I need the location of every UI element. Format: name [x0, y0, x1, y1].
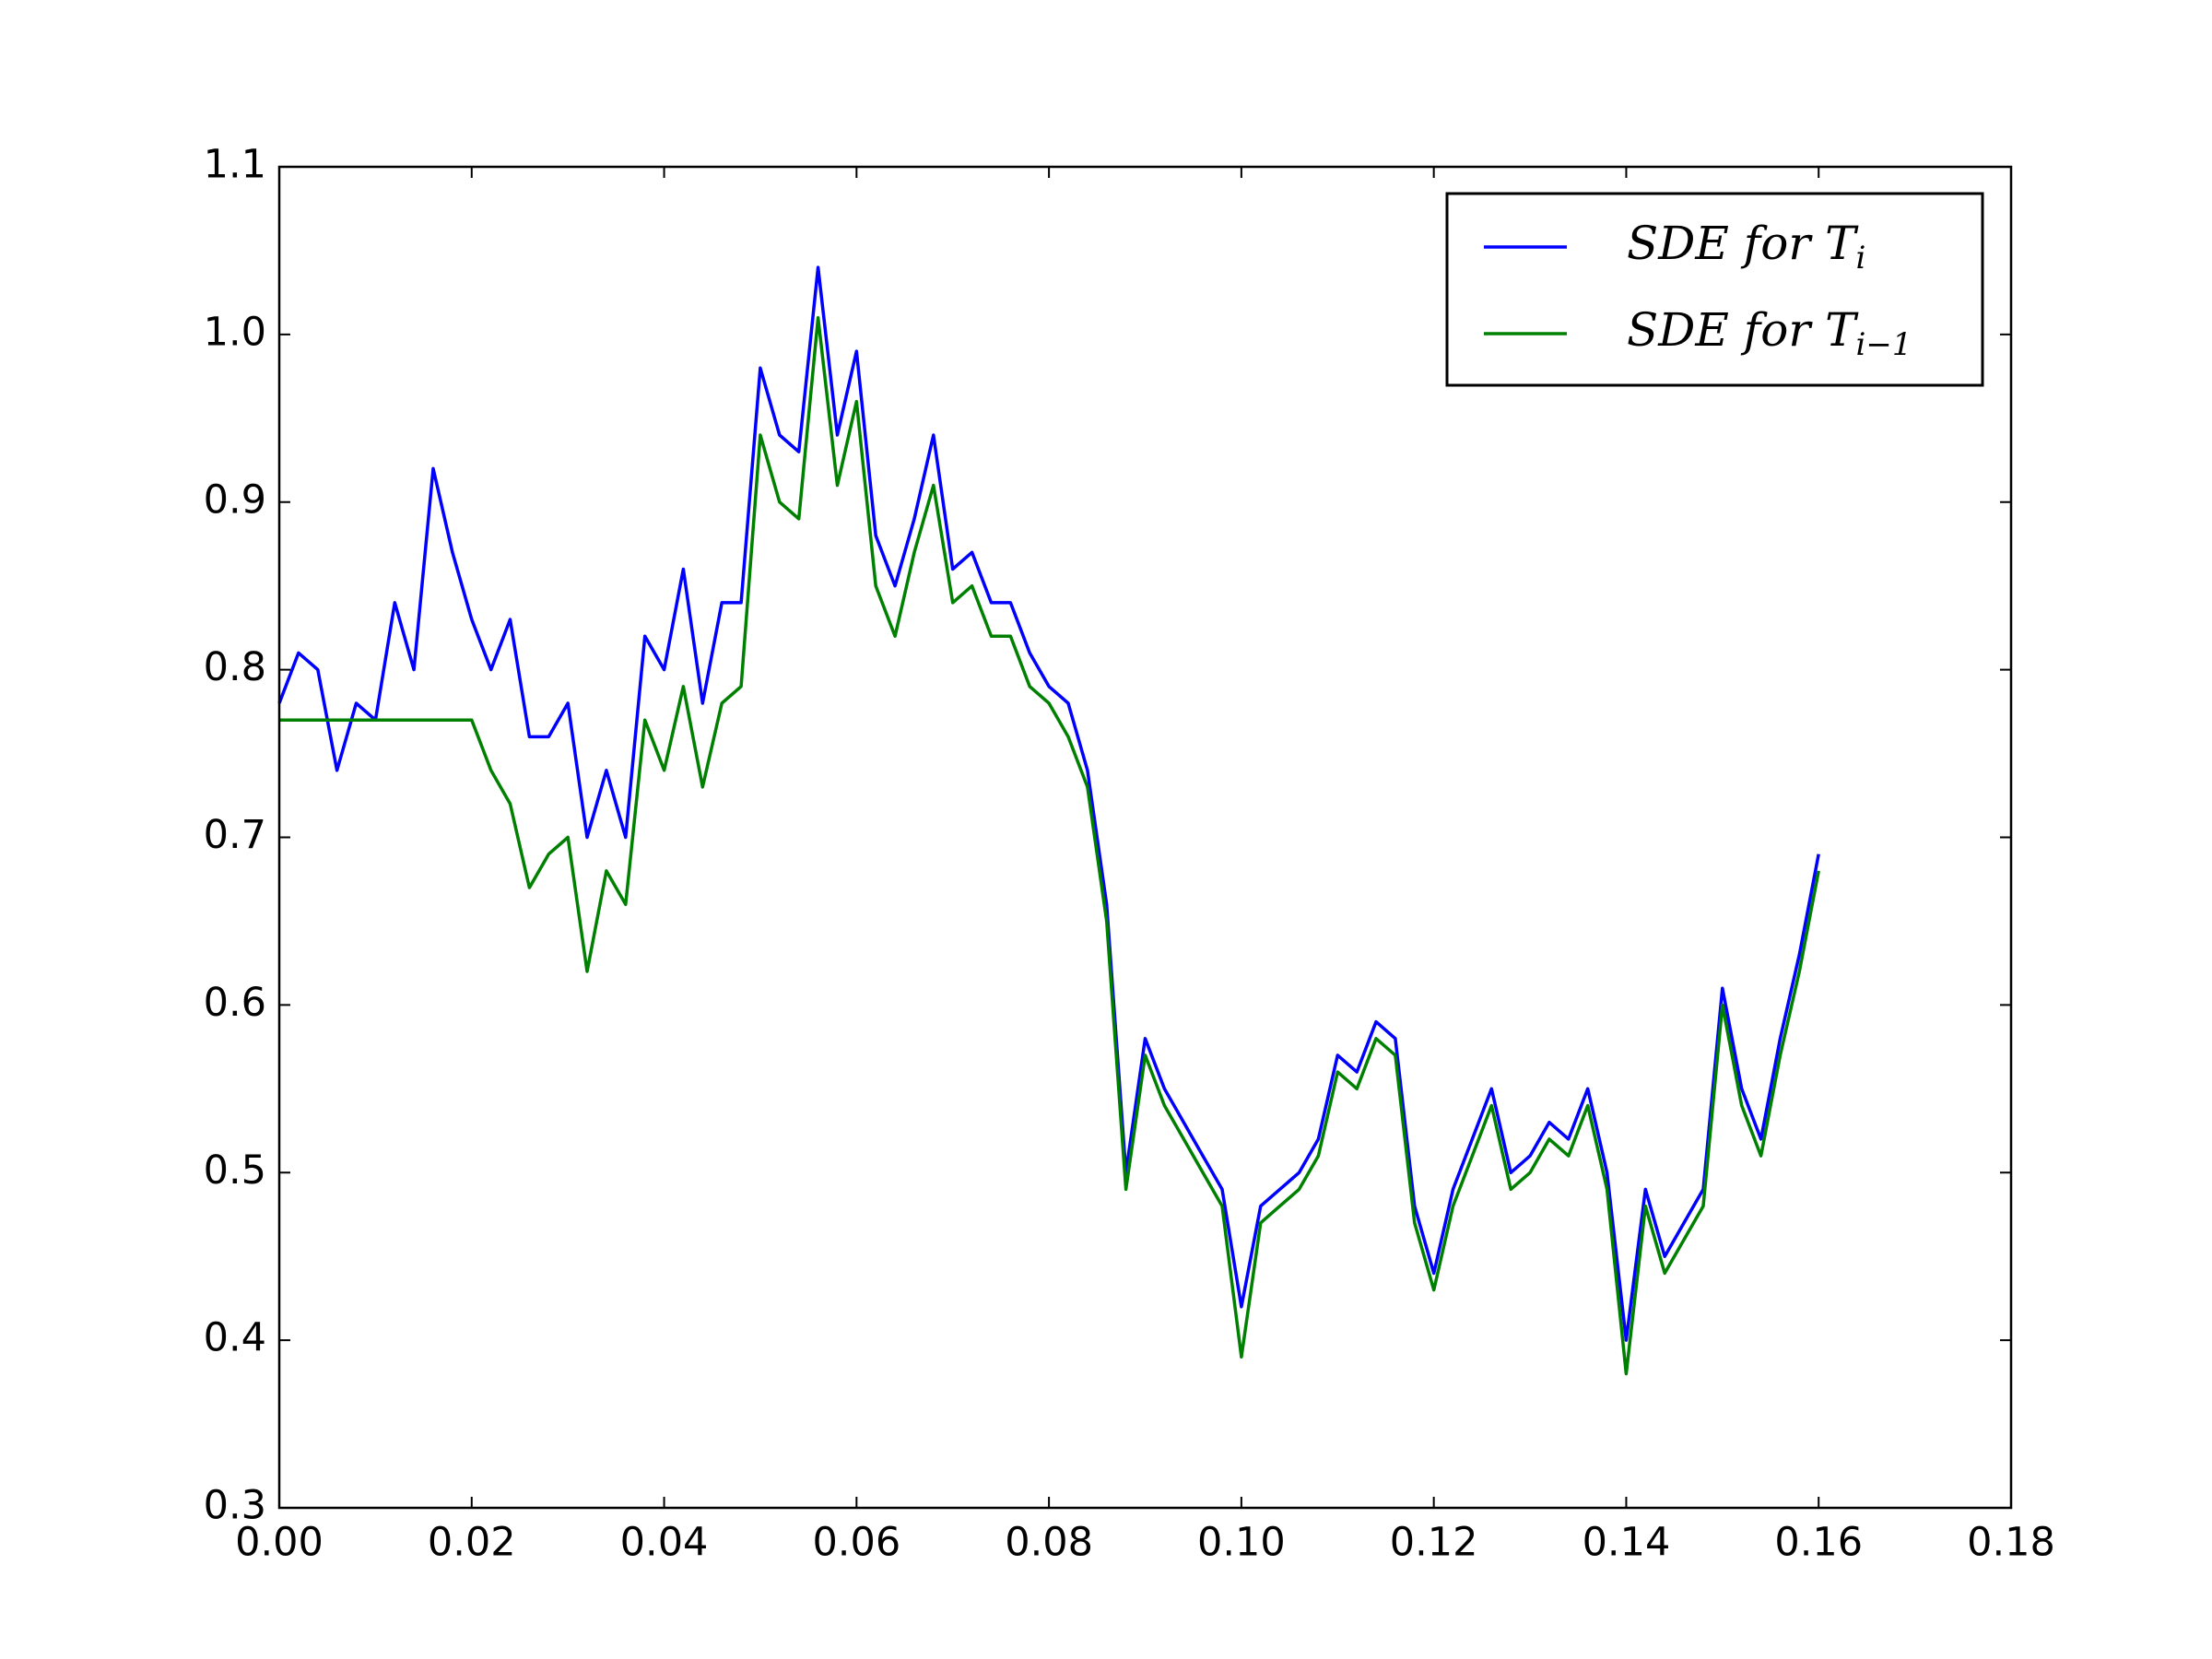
- x-tick-label: 0.08: [1005, 1520, 1093, 1566]
- x-tick-label: 0.16: [1774, 1520, 1863, 1566]
- x-tick-label: 0.12: [1390, 1520, 1478, 1566]
- series-line: [279, 315, 1820, 1376]
- legend-label: SDE for Ti: [1627, 217, 1865, 276]
- y-tick-label: 0.4: [204, 1315, 266, 1361]
- y-tick-label: 1.1: [204, 142, 266, 188]
- y-tick-label: 0.6: [204, 980, 266, 1026]
- y-tick-label: 0.5: [204, 1147, 266, 1194]
- y-tick-label: 1.0: [204, 309, 266, 355]
- x-tick-label: 0.10: [1197, 1520, 1286, 1566]
- legend: SDE for Ti SDE for Ti−1: [1445, 192, 1984, 387]
- x-tick-label: 0.00: [235, 1520, 324, 1566]
- x-tick-label: 0.04: [620, 1520, 709, 1566]
- y-tick-label: 0.3: [204, 1483, 266, 1529]
- x-tick-label: 0.18: [1967, 1520, 2055, 1566]
- legend-label: SDE for Ti−1: [1627, 303, 1912, 363]
- y-tick-label: 0.9: [204, 477, 266, 523]
- x-tick-label: 0.14: [1583, 1520, 1671, 1566]
- x-tick-label: 0.06: [812, 1520, 900, 1566]
- x-tick-label: 0.02: [428, 1520, 516, 1566]
- series-line: [277, 265, 1820, 1342]
- legend-box: [1445, 192, 1984, 387]
- y-tick-label: 0.8: [204, 644, 266, 690]
- y-tick-label: 0.7: [204, 812, 266, 858]
